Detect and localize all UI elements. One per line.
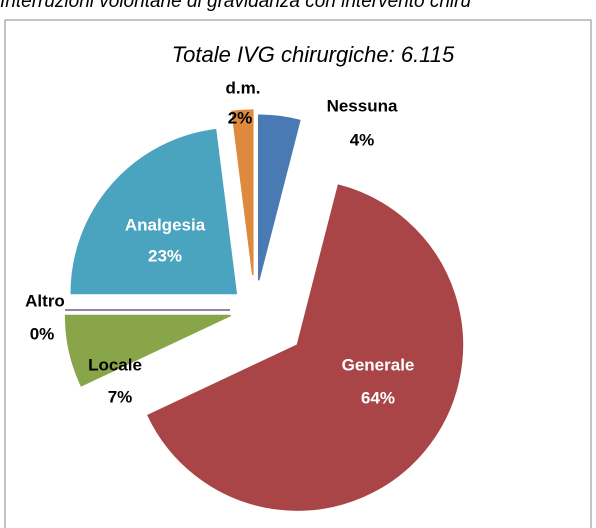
slice-value-label: 0% (30, 324, 55, 343)
slice-value-label: 23% (148, 246, 182, 265)
slice-label: Generale (342, 355, 415, 374)
page-title: Interruzioni volontarie di gravidanza co… (0, 0, 471, 12)
slice-value-label: 2% (228, 108, 253, 127)
slice-value-label: 4% (350, 130, 375, 149)
pie-slice (258, 114, 301, 281)
slice-value-label: 64% (361, 388, 395, 407)
pie-slice (231, 109, 254, 276)
pie-slice (70, 128, 238, 295)
pie-slice (147, 184, 464, 511)
slice-label: Locale (88, 355, 142, 374)
pie-slice (64, 314, 231, 387)
slice-label: Nessuna (327, 96, 398, 115)
slice-label: d.m. (226, 78, 261, 97)
chart-title: Totale IVG chirurgiche: 6.115 (172, 42, 455, 67)
slice-label: Altro (25, 291, 65, 310)
slice-value-label: 7% (108, 387, 133, 406)
slice-label: Analgesia (125, 215, 206, 234)
